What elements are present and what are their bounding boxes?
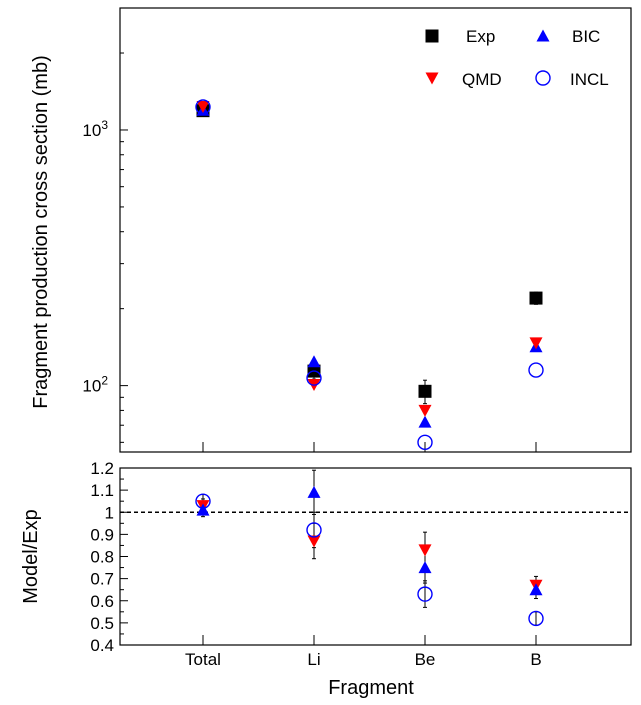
top-point-incl: [195, 99, 211, 115]
top-point-exp: [418, 384, 432, 398]
top-point-incl: [417, 434, 433, 451]
top-point-incl: [306, 370, 322, 386]
bottom-point-bic: [418, 561, 432, 574]
x-tick-label: Li: [307, 650, 320, 669]
top-point-exp: [529, 291, 543, 305]
bottom-point-qmd: [307, 535, 321, 548]
top-y-tick-label: 102: [82, 374, 108, 396]
bottom-point-incl: [528, 610, 544, 627]
legend-label-bic: BIC: [572, 27, 600, 46]
x-tick-label: Total: [185, 650, 221, 669]
bottom-point-incl: [417, 586, 433, 602]
bottom-y-tick-label: 0.6: [90, 592, 114, 611]
top-point-bic: [307, 355, 321, 368]
bottom-y-tick-label: 1: [105, 503, 114, 522]
x-tick-label: B: [530, 650, 541, 669]
bottom-y-tick-label: 0.8: [90, 548, 114, 567]
legend-label-exp: Exp: [466, 27, 495, 46]
bottom-point-bic: [529, 583, 543, 596]
legend-marker-bic: [536, 29, 550, 42]
bottom-y-axis-title: Model/Exp: [20, 509, 42, 604]
bottom-y-tick-label: 0.7: [90, 570, 114, 589]
bottom-panel: 0.4 0.5 0.6 0.7 0.8 0.9 1 1.1 1.2 Total Li Be B Model…: [20, 459, 632, 669]
legend: Exp BIC QMD INCL: [425, 27, 609, 89]
top-y-axis-title: Fragment production cross section (mb): [30, 55, 52, 408]
legend-marker-qmd: [425, 72, 439, 85]
x-axis-title: Fragment: [328, 677, 414, 699]
top-plot-frame: [119, 7, 632, 453]
bottom-y-tick-label: 0.9: [90, 525, 114, 544]
bottom-point-incl: [195, 493, 211, 509]
bottom-point-incl: [306, 522, 322, 538]
bottom-y-tick-label: 1.1: [90, 481, 114, 500]
bottom-plot-frame: [119, 467, 632, 646]
bottom-point-bic: [307, 485, 321, 498]
bottom-y-tick-label: 0.4: [90, 636, 114, 655]
top-panel: 102 103 Fragment production cross section …: [30, 7, 632, 453]
top-point-qmd: [196, 101, 210, 114]
legend-marker-exp: [425, 29, 439, 43]
bottom-point-qmd: [418, 544, 432, 557]
bottom-error-bar: [423, 580, 427, 608]
legend-label-qmd: QMD: [462, 70, 502, 89]
top-y-tick-label: 103: [82, 118, 108, 140]
legend-label-incl: INCL: [570, 70, 609, 89]
bottom-y-tick-label: 1.2: [90, 459, 114, 478]
bottom-point-bic: [196, 503, 210, 516]
legend-marker-incl: [535, 70, 551, 86]
top-point-bic: [418, 415, 432, 428]
x-tick-label: Be: [415, 650, 436, 669]
bottom-y-tick-label: 0.5: [90, 614, 114, 633]
top-point-incl: [528, 362, 544, 378]
bottom-error-bar: [534, 611, 538, 626]
top-point-qmd: [418, 404, 432, 417]
top-point-qmd: [529, 337, 543, 350]
